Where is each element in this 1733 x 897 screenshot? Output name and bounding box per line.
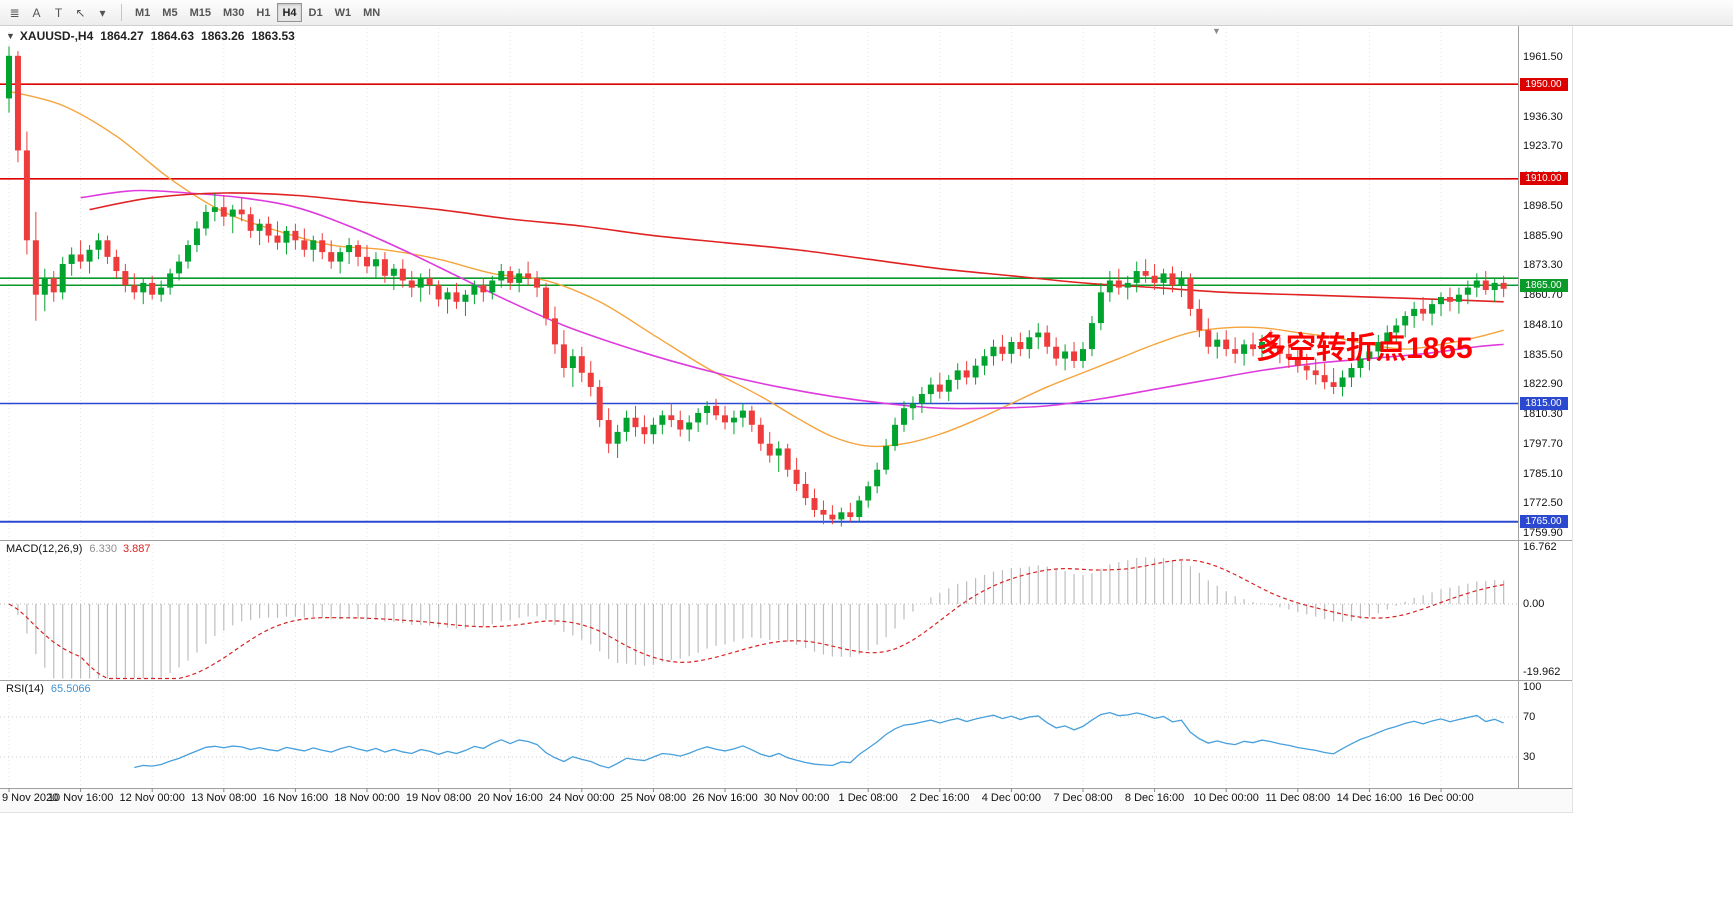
rsi-title: RSI(14) <box>6 683 44 695</box>
price-axis-label: 1961.50 <box>1523 51 1563 63</box>
time-axis-label: 4 Dec 00:00 <box>981 792 1042 804</box>
time-axis-label: 24 Nov 00:00 <box>549 792 615 804</box>
macd-histogram <box>17 557 1505 679</box>
annotation-a-icon[interactable]: A <box>32 5 41 20</box>
tools-dropdown-icon[interactable]: ▾ <box>99 5 106 20</box>
price-level-badge: 1765.00 <box>1519 515 1568 529</box>
price-axis-label: 1873.30 <box>1523 259 1563 272</box>
time-axis-label: 12 Nov 00:00 <box>119 792 185 804</box>
timeframe-button-h4[interactable]: H4 <box>277 3 302 22</box>
candlesticks-layer <box>6 46 1507 527</box>
timeframe-button-w1[interactable]: W1 <box>334 6 352 19</box>
macd-signal-value: 3.887 <box>122 543 151 555</box>
macd-axis-label: 16.762 <box>1523 541 1557 553</box>
timeframe-button-d1[interactable]: D1 <box>308 6 323 19</box>
moving-average-lines <box>8 90 1504 448</box>
price-axis-label: 1797.70 <box>1523 437 1563 450</box>
rsi-line <box>134 711 1504 769</box>
price-level-badge: 1950.00 <box>1519 77 1568 91</box>
time-axis-label: 10 Dec 00:00 <box>1193 792 1259 804</box>
ma-medium-magenta <box>80 189 1504 410</box>
time-axis-label: 30 Nov 00:00 <box>763 792 830 804</box>
time-axis-label: 9 Nov 2020 <box>2 792 59 804</box>
ohlc-low: 1863.26 <box>201 29 245 43</box>
chart-area[interactable]: ▼ XAUUSD-,H4 1864.27 1864.63 1863.26 186… <box>0 26 1573 813</box>
macd-main-value: 6.330 <box>89 543 117 555</box>
price-level-badge: 1815.00 <box>1519 397 1568 410</box>
timeframe-button-m30[interactable]: M30 <box>222 6 245 19</box>
price-axis-label: 1898.50 <box>1523 199 1563 212</box>
rsi-axis-label: 70 <box>1523 711 1536 723</box>
macd-title: MACD(12,26,9) <box>6 543 83 555</box>
ohlc-high: 1864.63 <box>150 29 195 43</box>
chart-symbol-period: XAUUSD-,H4 <box>19 29 94 43</box>
rsi-axis-label: 30 <box>1523 751 1536 763</box>
macd-axis-label: -19.962 <box>1523 665 1561 678</box>
price-axis-label: 1759.90 <box>1523 527 1563 539</box>
ohlc-open: 1864.27 <box>100 29 144 43</box>
top-toolbar: ≣ A T ↖ ▾ M1 M5 M15 M30 H1 H4 D1 W1 MN <box>0 0 1733 26</box>
time-axis-label: 20 Nov 16:00 <box>477 792 543 804</box>
chart-canvas <box>0 26 1572 812</box>
time-axis-label: 11 Dec 08:00 <box>1265 792 1331 804</box>
time-axis-label: 2 Dec 16:00 <box>910 792 970 804</box>
rsi-axis-label: 100 <box>1523 681 1542 693</box>
price-axis-label: 1923.70 <box>1523 140 1563 153</box>
macd-axis-label: 0.00 <box>1523 598 1545 610</box>
toolbar-separator <box>121 4 122 21</box>
grid-lines <box>8 28 1442 788</box>
time-axis-label: 25 Nov 08:00 <box>620 792 687 804</box>
time-axis-label: 18 Nov 00:00 <box>334 792 400 804</box>
price-axis-label: 1810.30 <box>1523 408 1563 420</box>
time-axis-label: 13 Nov 08:00 <box>191 792 257 804</box>
indicator-list-icon[interactable]: ≣ <box>9 5 20 20</box>
timeframe-button-m1[interactable]: M1 <box>135 6 151 19</box>
price-level-badge: 1865.00 <box>1519 278 1568 292</box>
time-axis-label: 8 Dec 16:00 <box>1124 792 1185 804</box>
price-axis-label: 1885.90 <box>1523 229 1563 242</box>
chart-annotation: 多空转折点1865 <box>1256 332 1473 365</box>
price-axis-label: 1936.30 <box>1523 110 1563 123</box>
time-axis-label: 10 Nov 16:00 <box>47 792 114 804</box>
price-axis-label: 1822.90 <box>1523 378 1563 391</box>
time-axis-label: 7 Dec 08:00 <box>1053 792 1113 804</box>
time-axis-label: 19 Nov 08:00 <box>405 792 472 804</box>
price-level-badge: 1910.00 <box>1519 172 1568 186</box>
timeframe-button-m15[interactable]: M15 <box>189 6 211 19</box>
timeframe-button-m5[interactable]: M5 <box>162 6 178 19</box>
rsi-value: 65.5066 <box>50 683 91 695</box>
price-axis-label: 1835.50 <box>1523 348 1563 361</box>
drawing-tools-group: ≣ A T ↖ ▾ <box>4 3 114 23</box>
time-axis-label: 14 Dec 16:00 <box>1336 792 1403 804</box>
price-axis-label: 1772.50 <box>1523 497 1563 510</box>
price-axis-label: 1860.70 <box>1523 289 1563 301</box>
time-axis-label: 16 Nov 16:00 <box>262 792 329 804</box>
time-axis-label: 16 Dec 00:00 <box>1408 792 1474 804</box>
timeframe-button-h1[interactable]: H1 <box>256 6 271 19</box>
timeframe-toolbar: M1 M5 M15 M30 H1 H4 D1 W1 MN <box>129 3 386 22</box>
chart-shift-marker[interactable]: ▼ <box>1212 26 1221 36</box>
macd-signal-line <box>8 559 1504 680</box>
time-axis-label: 1 Dec 08:00 <box>838 792 898 804</box>
one-click-trading-toggle[interactable]: ▼ <box>6 31 15 41</box>
time-axis-label: 26 Nov 16:00 <box>692 792 758 804</box>
ohlc-close: 1863.53 <box>251 29 295 43</box>
text-tool-icon[interactable]: T <box>54 5 63 20</box>
price-axis-label: 1785.10 <box>1523 467 1563 480</box>
horizontal-level-lines <box>0 83 1518 523</box>
macd-indicator-label: MACD(12,26,9) 6.330 3.887 <box>6 543 150 555</box>
timeframe-button-mn[interactable]: MN <box>363 6 381 19</box>
chart-header: ▼ XAUUSD-,H4 1864.27 1864.63 1863.26 186… <box>6 29 295 43</box>
rsi-indicator-label: RSI(14) 65.5066 <box>6 683 91 695</box>
price-axis-label: 1848.10 <box>1523 318 1563 331</box>
ma-slow-red <box>89 192 1504 303</box>
cursor-tool-icon[interactable]: ↖ <box>75 5 86 20</box>
ma-fast-orange <box>8 90 1504 448</box>
